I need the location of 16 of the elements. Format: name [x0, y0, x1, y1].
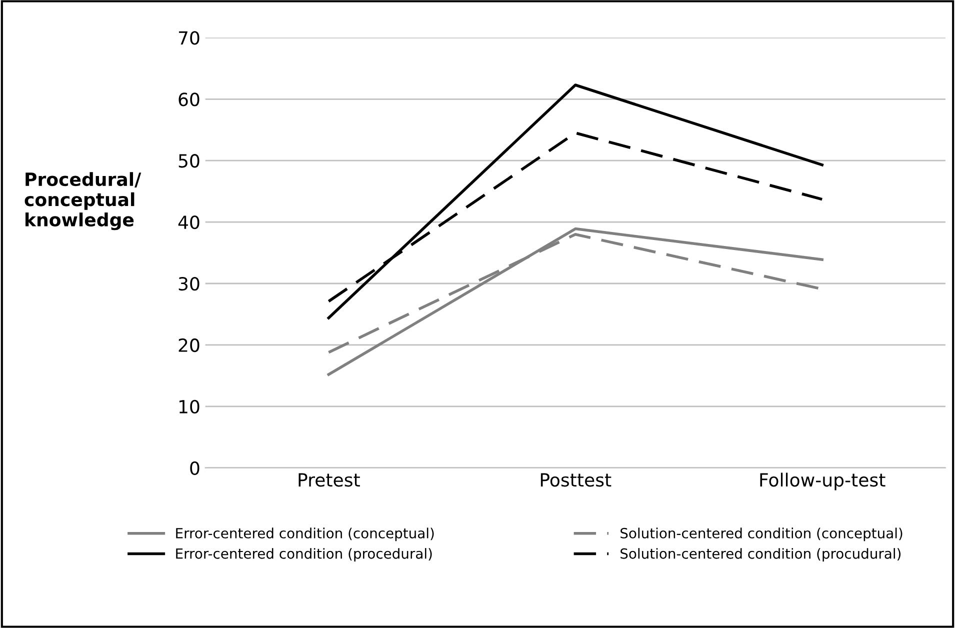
y-tick-label: 40: [178, 216, 200, 230]
legend-label: Solution-centered condition (procudural): [620, 548, 901, 562]
y-tick-label: 70: [178, 31, 200, 45]
y-axis-title: Procedural/ conceptual knowledge: [24, 172, 142, 230]
legend-label: Solution-centered condition (conceptual): [620, 528, 902, 542]
x-tick-label: Posttest: [540, 473, 612, 487]
y-tick-label: 10: [179, 400, 200, 414]
legend-label: Error-centered condition (procedural): [176, 548, 432, 562]
x-tick-label: Follow-up-test: [760, 472, 886, 490]
y-tick-label: 30: [178, 276, 200, 291]
y-tick-label: 60: [178, 92, 200, 106]
legend-label: Error-centered condition (conceptual): [176, 528, 434, 542]
x-tick-label: Pretest: [298, 473, 360, 487]
y-tick-label: 20: [178, 338, 200, 352]
y-tick-label: 0: [190, 461, 200, 475]
y-tick-label: 50: [178, 154, 200, 168]
